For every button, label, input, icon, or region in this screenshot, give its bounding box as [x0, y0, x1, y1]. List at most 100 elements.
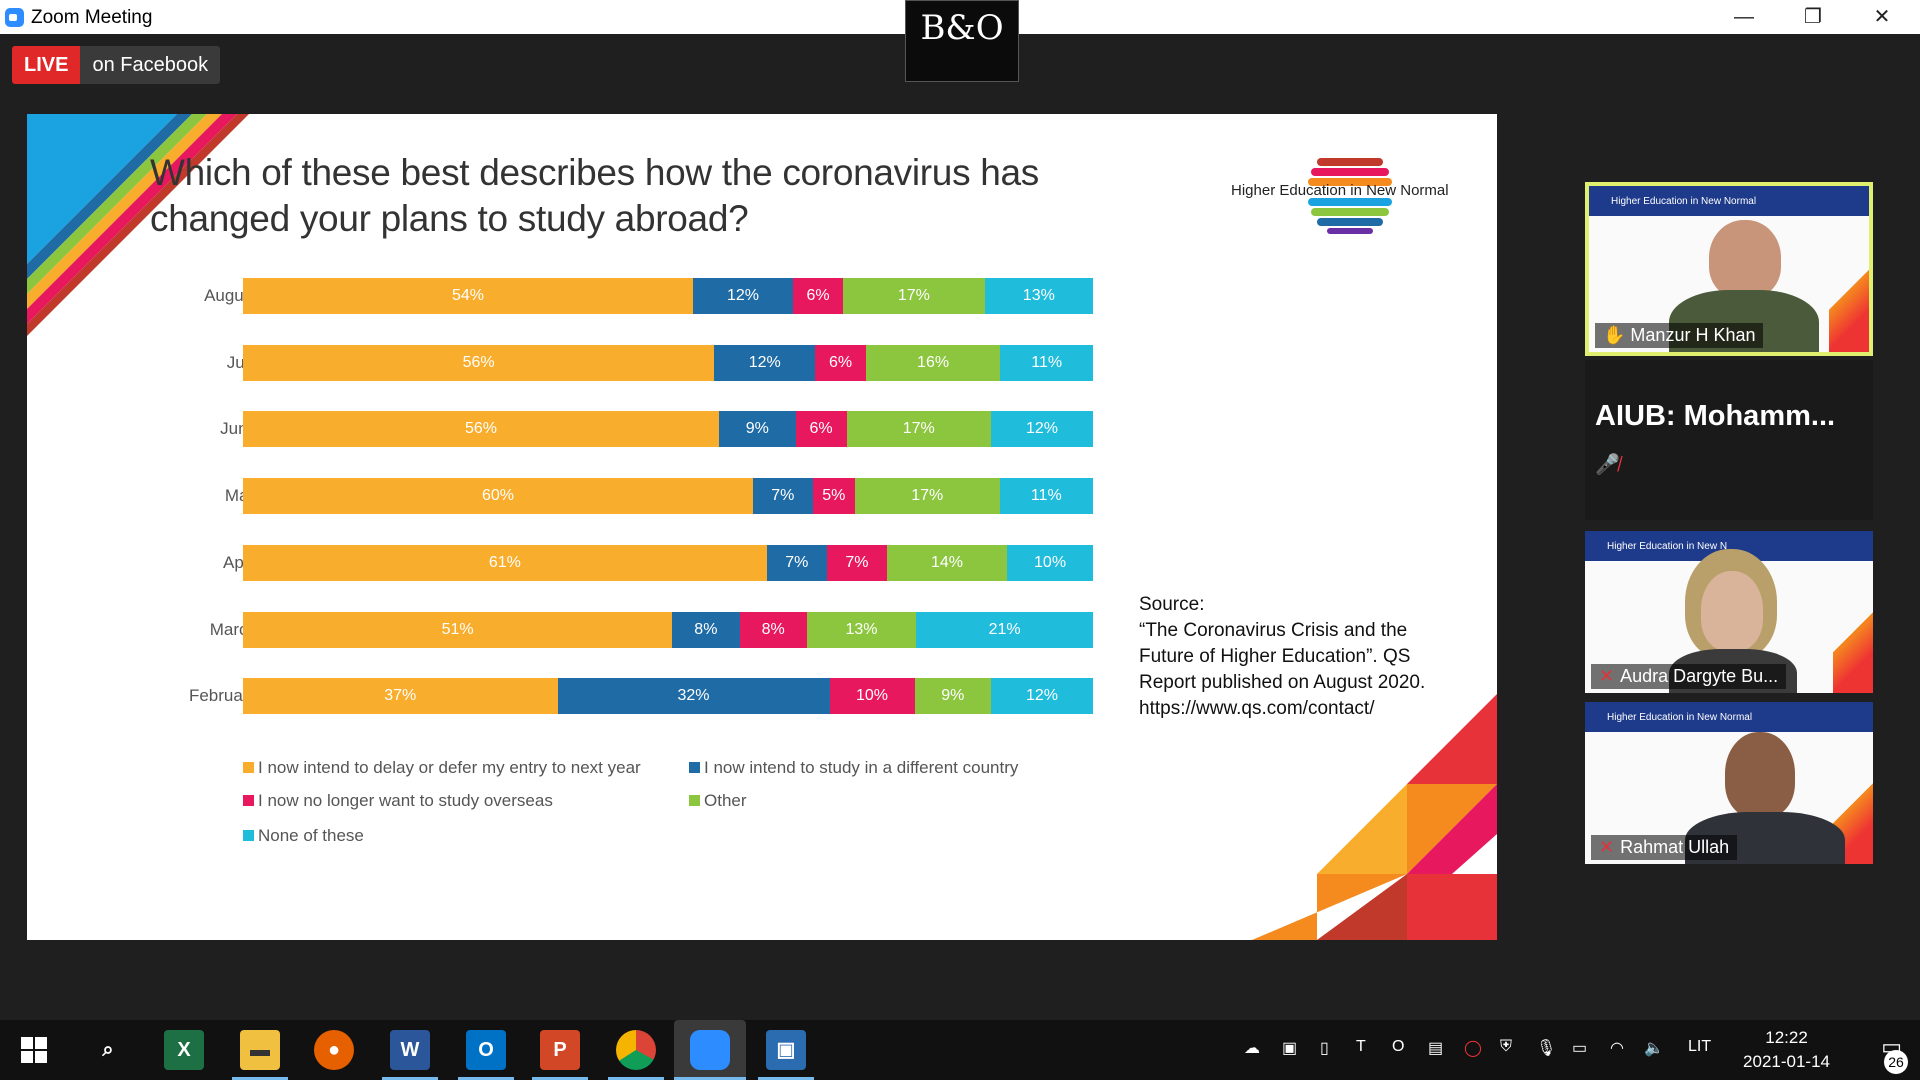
source-line: Report published on August 2020.: [1139, 672, 1426, 693]
legend-label: Other: [704, 791, 747, 810]
participant-tile-audra[interactable]: Higher Education in New N ✕ Audra Dargyte…: [1585, 531, 1873, 693]
excel-icon[interactable]: X: [164, 1030, 204, 1070]
bar-segment: 8%: [672, 611, 740, 648]
legend-item: I now intend to delay or defer my entry …: [243, 758, 641, 778]
video-banner-text: Higher Education in New Normal: [1607, 712, 1753, 723]
security-shield-icon[interactable]: ⛨: [1500, 1038, 1513, 1055]
corner-stripes-decoration: [27, 114, 249, 336]
chrome-icon[interactable]: [616, 1030, 656, 1070]
video-banner-text: Higher Education in New Normal: [1611, 196, 1757, 207]
category-label: May: [224, 486, 257, 506]
live-stream-badge[interactable]: LIVE on Facebook: [12, 46, 221, 84]
search-icon[interactable]: ⌕: [102, 1039, 114, 1061]
clock-date: 2021-01-14: [1743, 1052, 1830, 1071]
shared-slide: Which of these best describes how the co…: [27, 114, 1497, 940]
participant-tile-aiub[interactable]: AIUB: Mohamm... 🎤̸: [1585, 360, 1873, 520]
bar-segment: 60%: [243, 478, 753, 515]
bar-segment: 17%: [846, 411, 991, 448]
category-label: August: [204, 286, 257, 305]
chat-icon[interactable]: ▤: [1428, 1040, 1444, 1057]
bar-segment: 5%: [812, 478, 855, 515]
participant-video: Higher Education in New N: [1585, 531, 1873, 693]
pin-icon: ✋: [1603, 325, 1631, 345]
clock-time: 12:22: [1765, 1028, 1808, 1047]
zoom-tray-icon[interactable]: ▣: [1282, 1040, 1298, 1057]
word-icon[interactable]: W: [390, 1030, 430, 1070]
start-icon[interactable]: [14, 1030, 54, 1070]
bar-row: 56% 12% 6% 16% 11%: [243, 344, 1093, 381]
bar-segment: 17%: [855, 478, 1000, 515]
legend-swatch: [689, 795, 700, 806]
active-indicator: [232, 1077, 288, 1080]
bar-row: 51% 8% 8% 13% 21%: [243, 611, 1093, 648]
window-title: Zoom Meeting: [31, 7, 153, 28]
participant-face: [1709, 220, 1781, 298]
participant-face: [1701, 571, 1763, 651]
firefox-icon[interactable]: ●: [314, 1030, 354, 1070]
microphone-icon[interactable]: 🎙: [1536, 1040, 1557, 1057]
bar-segment: 12%: [991, 411, 1093, 448]
participant-tile-manzur[interactable]: Higher Education in New Normal ✋ Manzur …: [1585, 182, 1873, 356]
bar-segment: 13%: [806, 611, 917, 648]
bar-segment: 9%: [719, 411, 796, 448]
close-button[interactable]: ✕: [1873, 6, 1891, 28]
bar-segment: 11%: [1000, 344, 1093, 381]
zoom-taskbar-button[interactable]: [674, 1020, 746, 1080]
active-indicator: [382, 1077, 438, 1080]
muted-mic-icon: ✕: [1599, 837, 1615, 857]
active-indicator: [674, 1077, 746, 1080]
minimize-button[interactable]: —: [1734, 6, 1754, 28]
onedrive-icon[interactable]: ☁: [1244, 1040, 1260, 1057]
outlook-tray-icon[interactable]: O: [1392, 1038, 1405, 1055]
teams-icon[interactable]: T: [1356, 1038, 1366, 1055]
zoom-app-icon: [5, 8, 24, 27]
volume-icon[interactable]: 🔈: [1644, 1040, 1664, 1057]
source-url: https://www.qs.com/contact/: [1139, 698, 1375, 719]
bar-row: 60% 7% 5% 17% 11%: [243, 478, 1093, 515]
bar-row: 37% 32% 10% 9% 12%: [243, 678, 1093, 715]
restore-button[interactable]: ❐: [1804, 6, 1822, 28]
bar-segment: 6%: [793, 278, 843, 314]
source-line: Source:: [1139, 594, 1205, 615]
brand-logo: Higher Education in New Normal: [1231, 152, 1466, 242]
bar-segment: 54%: [243, 278, 693, 314]
windows-taskbar: ⌕ X ▬ ● W O P ▣ ☁ ▣ ▯ T O ▤ ◯ ⛨ 🎙 ▭ ◠ 🔈 …: [0, 1020, 1920, 1080]
legend-swatch: [243, 795, 254, 806]
legend-item: I now no longer want to study overseas: [243, 791, 553, 811]
legend-item: I now intend to study in a different cou…: [689, 758, 1018, 778]
bar-segment: 12%: [991, 678, 1093, 715]
bar-segment: 12%: [714, 344, 816, 381]
bar-row: 56% 9% 6% 17% 12%: [243, 411, 1093, 448]
acrobat-icon[interactable]: ◯: [1464, 1040, 1482, 1057]
bar-segment: 10%: [829, 678, 915, 715]
category-label: April: [222, 552, 257, 572]
muted-mic-icon: ✕: [1599, 666, 1615, 686]
file-explorer-icon[interactable]: ▬: [240, 1030, 280, 1070]
bar-segment: 14%: [886, 544, 1008, 581]
category-label: July: [226, 352, 257, 372]
language-indicator[interactable]: LIT: [1688, 1038, 1712, 1055]
participant-tile-rahmat[interactable]: Higher Education in New Normal ✕ Rahmat U…: [1585, 702, 1873, 864]
slide-title: Which of these best describes how the co…: [150, 150, 1039, 242]
video-banner-text: Higher Education in New N: [1607, 541, 1728, 552]
notification-count: 26: [1884, 1050, 1908, 1074]
outlook-icon[interactable]: O: [466, 1030, 506, 1070]
video-decoration: [1833, 531, 1873, 693]
bar-segment: 21%: [916, 611, 1093, 648]
participant-name-tag: ✕ Rahmat Ullah: [1591, 835, 1738, 860]
powerpoint-icon[interactable]: P: [540, 1030, 580, 1070]
legend-label: I now intend to study in a different cou…: [704, 758, 1019, 777]
participant-name: Manzur H Khan: [1630, 325, 1756, 345]
battery-icon[interactable]: ▭: [1572, 1040, 1588, 1057]
photos-icon[interactable]: ▣: [766, 1030, 806, 1070]
active-indicator: [458, 1077, 514, 1080]
usb-icon[interactable]: ▯: [1320, 1040, 1329, 1057]
legend-swatch: [689, 762, 700, 773]
category-label: March: [209, 619, 257, 639]
active-indicator: [532, 1077, 588, 1080]
bar-segment: 11%: [999, 478, 1093, 515]
bar-segment: 16%: [865, 344, 1001, 381]
wifi-icon[interactable]: ◠: [1610, 1040, 1624, 1057]
system-clock[interactable]: 12:22 2021-01-14: [1743, 1026, 1830, 1074]
participant-name-tag: ✕ Audra Dargyte Bu...: [1591, 664, 1787, 689]
